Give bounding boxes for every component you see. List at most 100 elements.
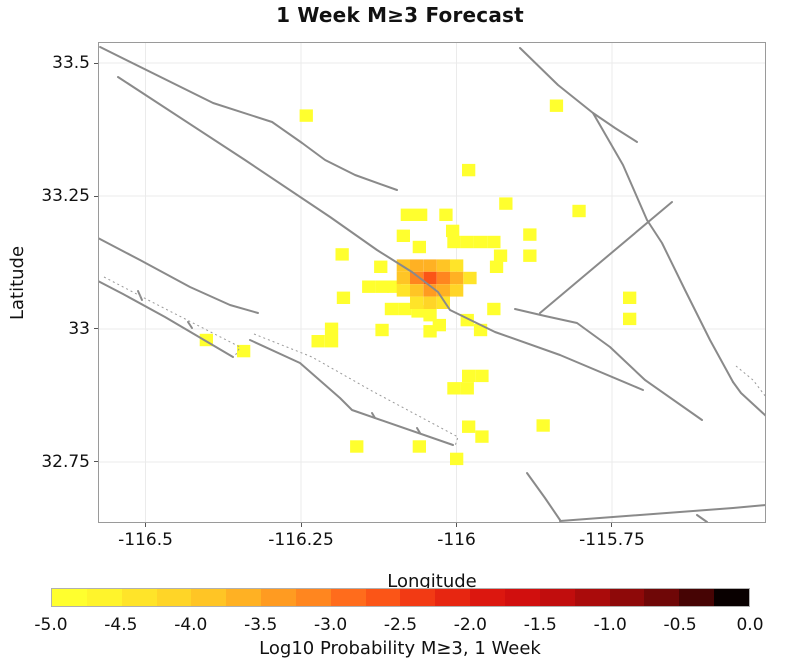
fault-line-dotted <box>253 333 459 447</box>
heat-cell <box>396 284 410 297</box>
heat-cell <box>350 440 364 453</box>
colorbar-segment <box>644 589 680 606</box>
heat-cell <box>423 296 437 309</box>
fault-line <box>592 112 638 143</box>
fault-line <box>732 381 766 417</box>
y-tick-mark <box>94 328 98 330</box>
y-tick-label: 32.75 <box>41 451 90 472</box>
heat-cell <box>447 235 461 249</box>
heat-cell <box>462 369 476 383</box>
colorbar-tick-label: -5.0 <box>34 615 68 635</box>
heat-cell <box>475 430 489 443</box>
colorbar-segment <box>226 589 262 606</box>
heat-cell <box>414 208 428 221</box>
heat-cell <box>523 249 537 262</box>
heat-cell <box>462 420 476 433</box>
heat-cell <box>410 259 424 272</box>
heat-cell <box>623 312 637 326</box>
heat-cell <box>237 344 251 358</box>
heat-cell <box>423 259 437 272</box>
plot-frame <box>98 42 766 523</box>
fault-line <box>519 47 734 383</box>
colorbar-segment <box>609 589 645 606</box>
heat-cell <box>423 271 437 285</box>
heat-cell <box>299 109 313 122</box>
colorbar-segment <box>191 589 227 606</box>
heat-cell <box>423 325 437 338</box>
colorbar-tick-label: -4.0 <box>174 615 208 635</box>
colorbar-segment <box>574 589 610 606</box>
colorbar-tick-label: -4.5 <box>104 615 138 635</box>
heat-cell <box>400 208 414 221</box>
colorbar-tick-label: -2.0 <box>453 615 487 635</box>
heat-cell <box>423 309 437 322</box>
colorbar-segment <box>156 589 192 606</box>
x-tick-label: -115.75 <box>579 530 645 550</box>
heat-cell <box>412 240 426 254</box>
heat-cell <box>362 280 376 293</box>
heat-cell <box>447 382 461 395</box>
colorbar <box>51 588 750 607</box>
fault-line <box>696 514 708 523</box>
heat-cell <box>549 99 564 112</box>
y-axis-label: Latitude <box>7 245 28 321</box>
x-tick-mark <box>145 523 147 527</box>
heat-cell <box>410 284 424 297</box>
fault-line <box>539 201 673 314</box>
heat-cell <box>324 322 339 335</box>
fault-line <box>98 237 259 314</box>
fault-line <box>416 427 421 434</box>
heat-cell <box>450 452 464 466</box>
colorbar-segment <box>86 589 122 606</box>
colorbar-tick-label: -1.5 <box>523 615 557 635</box>
y-tick-mark <box>94 461 98 463</box>
heat-cell <box>374 260 388 273</box>
heat-cell <box>324 335 339 348</box>
colorbar-segment <box>679 589 715 606</box>
map-plot <box>98 42 766 523</box>
heat-cell <box>572 204 586 218</box>
y-tick-label: 33 <box>68 318 90 339</box>
heat-cell <box>336 291 351 304</box>
heat-cell <box>396 271 410 285</box>
colorbar-segment <box>365 589 401 606</box>
heat-cell <box>463 271 477 285</box>
colorbar-segment <box>435 589 471 606</box>
fault-line <box>117 76 644 391</box>
heat-cell <box>375 280 389 293</box>
heat-cell <box>436 271 450 285</box>
heat-cell <box>523 228 537 241</box>
fault-line <box>99 46 398 191</box>
heat-cell <box>446 224 460 238</box>
fault-line <box>526 472 561 521</box>
heat-cell <box>475 369 489 383</box>
x-tick-label: -116.5 <box>118 530 173 550</box>
colorbar-label: Log10 Probability M≥3, 1 Week <box>259 638 541 659</box>
x-tick-mark <box>611 523 613 527</box>
heat-cell <box>410 271 424 285</box>
heat-cell <box>396 229 410 242</box>
heat-cell <box>493 249 508 262</box>
x-tick-mark <box>456 523 457 527</box>
heat-cell <box>450 284 464 297</box>
heat-cell <box>487 302 501 316</box>
colorbar-segment <box>52 589 87 606</box>
fault-line <box>249 339 454 446</box>
colorbar-segment <box>295 589 331 606</box>
colorbar-segment <box>330 589 366 606</box>
fault-line <box>98 280 234 358</box>
x-tick-label: -116 <box>437 530 476 550</box>
colorbar-segment <box>504 589 540 606</box>
colorbar-tick-label: -3.0 <box>314 615 348 635</box>
colorbar-segment <box>470 589 505 606</box>
fault-line-dotted <box>103 276 241 357</box>
heat-cell <box>450 271 464 285</box>
colorbar-tick-label: -2.5 <box>383 615 418 635</box>
heat-cell <box>398 302 412 316</box>
heat-cell <box>460 382 474 395</box>
x-axis-label: Longitude <box>387 571 477 592</box>
heat-cell <box>335 248 349 261</box>
heat-cell <box>375 323 389 337</box>
heat-cell <box>412 440 426 453</box>
